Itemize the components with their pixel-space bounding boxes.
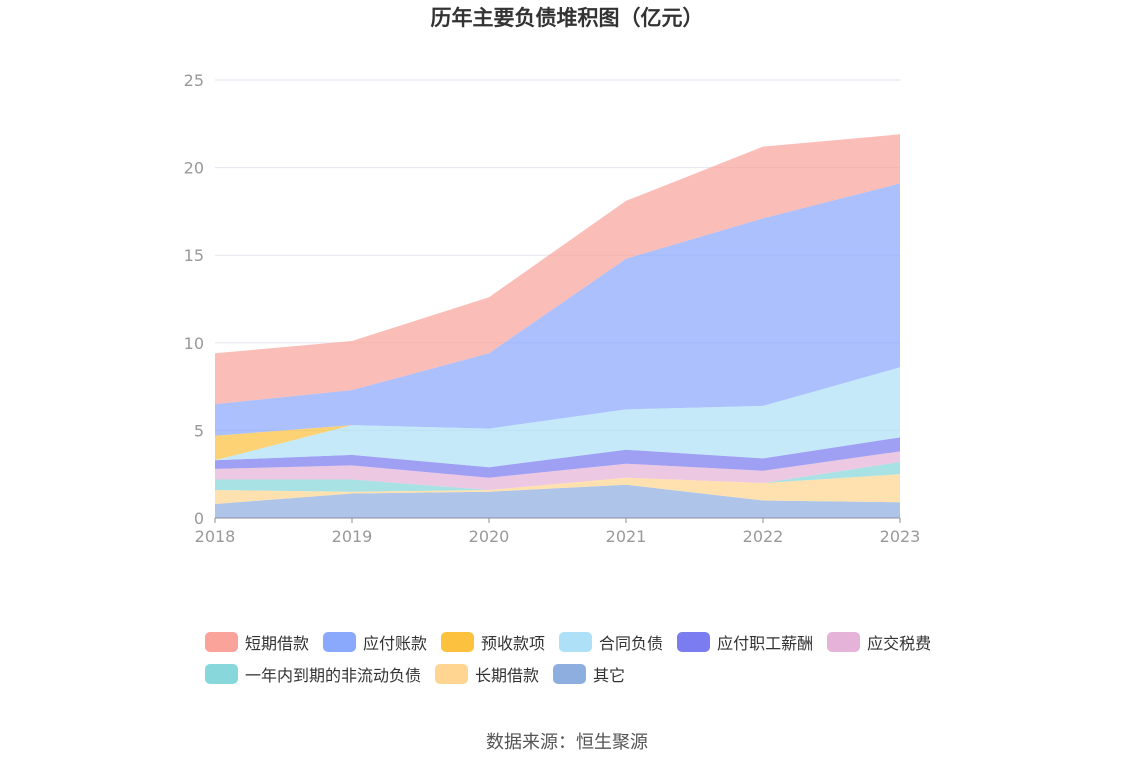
area-series-8 <box>215 134 900 405</box>
legend-item[interactable]: 其它 <box>553 663 625 685</box>
x-tick-label: 2020 <box>469 527 510 546</box>
legend-swatch <box>827 632 861 652</box>
legend-swatch <box>441 632 475 652</box>
legend-label: 短期借款 <box>245 634 310 653</box>
legend: 短期借款 应付账款 预收款项 合同负债 应付职工薪酬 应交税费一年内到期的非流动负债 长期借… <box>205 631 965 695</box>
legend-item[interactable]: 应付职工薪酬 <box>677 631 813 653</box>
area-series-2 <box>215 461 900 492</box>
area-series <box>215 134 900 518</box>
legend-item[interactable]: 合同负债 <box>559 631 663 653</box>
legend-swatch <box>559 632 593 652</box>
legend-item[interactable]: 短期借款 <box>205 631 309 653</box>
y-tick-label: 5 <box>194 421 204 440</box>
legend-swatch <box>205 632 238 652</box>
y-tick-label: 25 <box>184 71 204 90</box>
legend-label: 应付账款 <box>363 634 428 653</box>
y-tick-label: 0 <box>194 509 204 528</box>
legend-item[interactable]: 应交税费 <box>827 631 931 653</box>
legend-item[interactable]: 一年内到期的非流动负债 <box>205 663 421 685</box>
legend-item[interactable]: 预收款项 <box>441 631 545 653</box>
legend-swatch <box>553 664 587 684</box>
chart-title: 历年主要负债堆积图（亿元） <box>430 6 704 30</box>
legend-swatch <box>435 664 469 684</box>
legend-label: 应交税费 <box>867 634 932 653</box>
area-series-1 <box>215 474 900 504</box>
legend-label: 预收款项 <box>481 634 546 653</box>
legend-label: 合同负债 <box>599 634 664 653</box>
area-series-4 <box>215 437 900 478</box>
x-tick-label: 2021 <box>606 527 647 546</box>
legend-label: 其它 <box>593 666 626 685</box>
area-series-5 <box>215 367 900 468</box>
legend-item[interactable]: 应付账款 <box>323 631 427 653</box>
legend-swatch <box>205 664 238 684</box>
legend-swatch <box>677 632 711 652</box>
legend-swatch <box>323 632 357 652</box>
x-tick-label: 2018 <box>195 527 236 546</box>
data-source: 数据来源：恒生聚源 <box>486 732 648 753</box>
x-tick-label: 2022 <box>743 527 784 546</box>
axes: 0 5 10 15 20 25 2018 2019 2020 2021 2022 2023 <box>184 71 921 546</box>
legend-label: 应付职工薪酬 <box>717 634 814 653</box>
legend-item[interactable]: 长期借款 <box>435 663 539 685</box>
area-series-0 <box>215 484 900 518</box>
legend-label: 一年内到期的非流动负债 <box>245 666 422 685</box>
y-tick-label: 20 <box>184 159 204 178</box>
y-tick-label: 15 <box>184 246 204 265</box>
area-series-7 <box>215 183 900 436</box>
x-tick-label: 2023 <box>880 527 921 546</box>
x-tick-label: 2019 <box>332 527 373 546</box>
legend-label: 长期借款 <box>475 666 540 685</box>
y-tick-label: 10 <box>184 334 204 353</box>
